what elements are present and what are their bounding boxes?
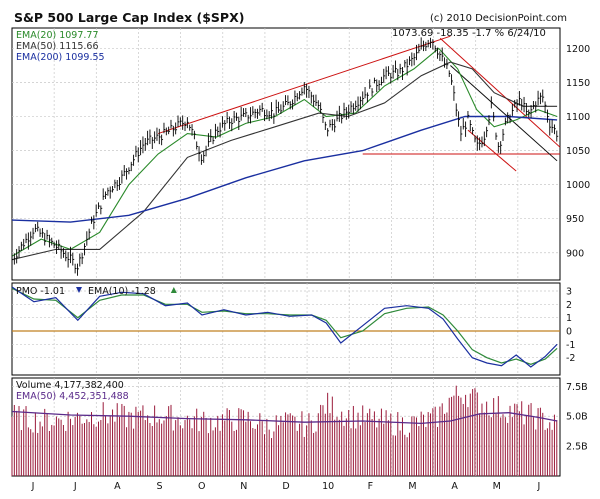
x-axis: J J A S O N D 10 F M A M J bbox=[31, 481, 541, 492]
y-tick-volume: 2.5B bbox=[566, 442, 588, 453]
y-tick-volume: 5.0B bbox=[566, 412, 588, 423]
y-tick-price: 1000 bbox=[566, 180, 590, 191]
x-tick-label: O bbox=[198, 481, 205, 492]
legend-entry: EMA(20) 1097.77 bbox=[16, 30, 99, 41]
legend-entry: EMA(50) 4,452,351,488 bbox=[16, 391, 129, 402]
chart-title: S&P 500 Large Cap Index ($SPX) bbox=[14, 10, 244, 25]
x-tick-label: 10 bbox=[322, 481, 334, 492]
chart-copyright: (c) 2010 DecisionPoint.com bbox=[430, 13, 567, 24]
y-tick-pmo: 0 bbox=[566, 327, 572, 338]
y-tick-price: 1150 bbox=[566, 78, 590, 89]
y-tick-price: 900 bbox=[566, 248, 584, 259]
y-tick-price: 1050 bbox=[566, 146, 590, 157]
x-tick-label: F bbox=[368, 481, 373, 492]
x-tick-label: S bbox=[157, 481, 163, 492]
ema-line-ema200 bbox=[11, 115, 558, 223]
price-quote: 1073.69 -18.35 -1.7 % 6/24/10 bbox=[392, 28, 546, 39]
y-tick-pmo: 3 bbox=[566, 287, 572, 298]
pmo-line-ema10 bbox=[11, 287, 558, 365]
volume-panel: 2.5B 5.0B 7.5B Volume 4,177,382,400EMA(50) … bbox=[11, 377, 588, 477]
pmo-line-pmo bbox=[11, 286, 558, 368]
x-tick-label: A bbox=[114, 481, 121, 492]
x-tick-label: D bbox=[282, 481, 289, 492]
x-tick-label: M bbox=[493, 481, 501, 492]
legend-entry: EMA(50) 1115.66 bbox=[16, 41, 99, 52]
panel-frame bbox=[11, 282, 561, 376]
y-tick-volume: 7.5B bbox=[566, 382, 588, 393]
trendline bbox=[467, 129, 517, 172]
legend-entry: EMA(10) -1.28 bbox=[88, 286, 156, 297]
arrow-up-icon bbox=[170, 287, 177, 293]
arrow-down-icon bbox=[76, 287, 82, 293]
trendline bbox=[439, 37, 561, 148]
ema-line-ema20 bbox=[11, 47, 558, 257]
x-tick-label: A bbox=[451, 481, 458, 492]
price-panel: 900 950 1000 1050 1100 1150 1200 EMA(20) 1097.7… bbox=[11, 27, 590, 281]
y-tick-price: 950 bbox=[566, 214, 584, 225]
x-tick-label: N bbox=[240, 481, 247, 492]
y-tick-price: 1100 bbox=[566, 112, 590, 123]
y-tick-pmo: 1 bbox=[566, 313, 572, 324]
volume-ema-line bbox=[11, 410, 558, 425]
trendline bbox=[450, 65, 558, 162]
legend-entry: Volume 4,177,382,400 bbox=[16, 380, 124, 391]
x-tick-label: J bbox=[73, 481, 77, 492]
legend-entry: EMA(200) 1099.55 bbox=[16, 52, 105, 63]
y-tick-pmo: 2 bbox=[566, 300, 572, 311]
y-tick-price: 1200 bbox=[566, 44, 590, 55]
x-tick-label: J bbox=[537, 481, 541, 492]
x-tick-label: J bbox=[31, 481, 35, 492]
y-tick-pmo: -2 bbox=[566, 353, 575, 364]
y-tick-pmo: -1 bbox=[566, 340, 575, 351]
pmo-panel: -2 -1 0 1 2 3 PMO -1.01 EMA(10) -1.28 bbox=[11, 282, 575, 376]
x-tick-label: M bbox=[408, 481, 416, 492]
legend-entry: PMO -1.01 bbox=[16, 286, 65, 297]
ema-line-ema50 bbox=[11, 61, 558, 261]
